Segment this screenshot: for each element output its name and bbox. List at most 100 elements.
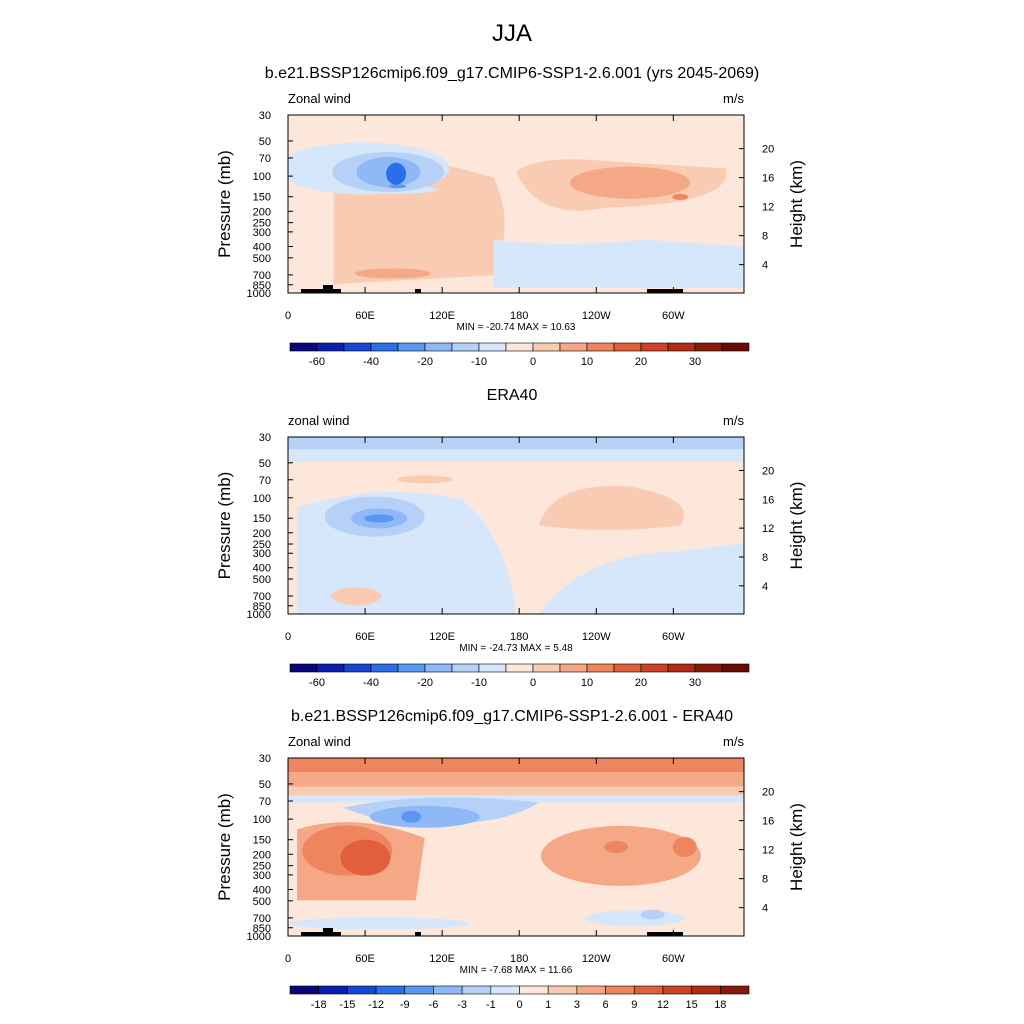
y-tick-label: 400: [253, 884, 271, 896]
colorbar-swatch: [424, 663, 453, 673]
colorbar-swatch: [316, 663, 345, 673]
colorbar-swatch: [662, 985, 692, 995]
x-tick-label: 120W: [582, 310, 611, 322]
colorbar-swatch: [694, 663, 723, 673]
y-tick-label: 250: [253, 861, 271, 873]
colorbar-swatch: [397, 663, 426, 673]
field-contour: [584, 910, 685, 927]
x-tick-label: 180: [510, 631, 528, 643]
colorbar-swatch: [547, 985, 578, 995]
field-contour: [288, 449, 744, 462]
units-label: m/s: [723, 413, 744, 428]
colorbar-swatch: [289, 985, 319, 995]
terrain-block: [323, 928, 333, 936]
x-axis: 0 60E 120E 180 120W 60W: [285, 758, 685, 965]
field-contour: [288, 758, 744, 773]
y-tick-label: 200: [253, 849, 271, 861]
y2-tick-label: 12: [762, 202, 774, 214]
colorbar-swatch: [424, 342, 453, 352]
x-tick-label: 120E: [429, 310, 455, 322]
variable-label: zonal wind: [288, 413, 349, 428]
colorbar-swatch: [613, 663, 642, 673]
colorbar-swatch: [316, 342, 345, 352]
y-tick-label: 70: [259, 475, 271, 487]
colorbar-label: 1: [545, 999, 551, 1011]
field-contour: [401, 810, 422, 823]
x-tick-label: 120E: [429, 953, 455, 965]
colorbar-label: -20: [417, 356, 433, 368]
colorbar-label: -15: [339, 999, 355, 1011]
colorbar-label: 20: [635, 677, 647, 689]
colorbar: -18 -15 -12 -9 -6 -3 -1 0 1 3 6 9 12 15 18: [289, 985, 750, 1011]
colorbar-label: -20: [417, 677, 433, 689]
terrain-block: [415, 932, 421, 936]
x-tick-label: 120W: [582, 631, 611, 643]
y-tick-label: 700: [253, 913, 271, 925]
colorbar-swatch: [505, 342, 534, 352]
colorbar-label: -9: [400, 999, 410, 1011]
variable-label: Zonal wind: [288, 734, 351, 749]
colorbar-swatch: [343, 342, 372, 352]
colorbar-swatch: [370, 342, 399, 352]
terrain-mask: [301, 928, 683, 936]
variable-label: Zonal wind: [288, 91, 351, 106]
field-contour: [369, 805, 480, 828]
y2-axis: 20 16 12 8 4 Height (km): [739, 144, 806, 272]
y-tick-label: 700: [253, 591, 271, 603]
colorbar-swatch: [640, 663, 669, 673]
y-axis-title: Pressure (mb): [215, 793, 234, 901]
y2-axis: 20 16 12 8 4 Height (km): [739, 787, 806, 915]
field-contour: [354, 268, 431, 279]
y2-tick-label: 8: [762, 874, 768, 886]
y2-axis-title: Height (km): [787, 160, 806, 248]
colorbar-label: 30: [689, 356, 701, 368]
y-tick-label: 70: [259, 153, 271, 165]
terrain-block: [323, 285, 333, 293]
x-axis: 0 60E 120E 180 120W 60W: [285, 437, 685, 643]
colorbar-swatch: [691, 985, 721, 995]
colorbar-swatch: [532, 663, 561, 673]
y-axis-title: Pressure (mb): [215, 150, 234, 258]
colorbar-swatch: [532, 342, 561, 352]
colorbar-swatch: [605, 985, 635, 995]
field-contour: [540, 825, 701, 886]
colorbar-swatch: [640, 342, 669, 352]
x-tick-label: 180: [510, 310, 528, 322]
colorbar-label: -18: [311, 999, 327, 1011]
field-contour: [570, 166, 690, 199]
colorbar-swatch: [720, 985, 750, 995]
y-tick-label: 50: [259, 458, 271, 470]
colorbar-label: 0: [516, 999, 522, 1011]
colorbar-swatch: [433, 985, 463, 995]
y2-tick-label: 8: [762, 552, 768, 564]
field-contour: [386, 162, 407, 185]
colorbar-swatch: [519, 985, 549, 995]
units-label: m/s: [723, 91, 744, 106]
panel-title: b.e21.BSSP126cmip6.f09_g17.CMIP6-SSP1-2.…: [265, 65, 760, 82]
panel-title: b.e21.BSSP126cmip6.f09_g17.CMIP6-SSP1-2.…: [291, 708, 733, 725]
x-tick-label: 0: [285, 310, 291, 322]
colorbar-label: 30: [689, 677, 701, 689]
field-contour: [538, 543, 744, 614]
y-tick-label: 1000: [247, 288, 271, 300]
x-tick-label: 120W: [582, 953, 611, 965]
colorbar-swatch: [397, 342, 426, 352]
x-tick-label: 120E: [429, 631, 455, 643]
min-max-stats: MIN = -7.68 MAX = 11.66: [460, 965, 573, 976]
colorbar-label: 9: [631, 999, 637, 1011]
y2-tick-label: 20: [762, 465, 774, 477]
min-max-stats: MIN = -20.74 MAX = 10.63: [457, 322, 576, 333]
terrain-block: [301, 932, 341, 936]
y-tick-label: 50: [259, 136, 271, 148]
y-tick-label: 250: [253, 539, 271, 551]
colorbar-label: 10: [581, 677, 593, 689]
y-tick-label: 30: [259, 432, 271, 444]
y-tick-label: 400: [253, 241, 271, 253]
colorbar-swatch: [694, 342, 723, 352]
y2-axis-title: Height (km): [787, 482, 806, 570]
field-contour: [340, 839, 391, 876]
y-tick-label: 150: [253, 192, 271, 204]
y2-tick-label: 12: [762, 845, 774, 857]
y-tick-label: 250: [253, 218, 271, 230]
